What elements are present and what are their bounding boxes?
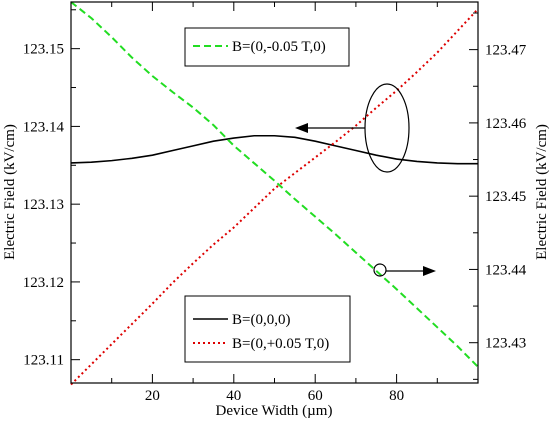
series-line-0: [70, 134, 478, 165]
legend-label-minus: B=(0,-0.05 T,0): [232, 39, 326, 55]
annotation-circle-right: [373, 263, 436, 277]
legend-top-box: [184, 27, 350, 67]
y-tick-label-left-1: 123.12: [23, 275, 64, 291]
x-tick-label-3: 80: [389, 388, 404, 404]
annotation-arrow-right-head: [423, 266, 436, 276]
y-axis-title-right: Electric Field (kV/cm): [534, 124, 550, 260]
y-axis-title-left: Electric Field (kV/cm): [2, 124, 18, 260]
y-tick-label-right-2: 123.45: [485, 189, 526, 205]
x-tick-label-0: 20: [145, 388, 160, 404]
y-tick-label-left-0: 123.11: [23, 353, 64, 369]
legend-label-zero: B=(0,0,0): [232, 312, 290, 328]
legend-top: B=(0,-0.05 T,0): [184, 27, 350, 67]
legend-bottom: B=(0,0,0) B=(0,+0.05 T,0): [184, 295, 351, 363]
series-layer: [70, 1, 479, 386]
x-axis-title: Device Width (µm): [216, 403, 333, 419]
x-tick-label-1: 40: [226, 388, 241, 404]
x-tick-label-2: 60: [308, 388, 323, 404]
annotation-ellipse-left: [295, 83, 410, 173]
y-tick-label-right-1: 123.44: [485, 262, 527, 278]
legend-bottom-box: [184, 295, 351, 363]
y-tick-label-right-0: 123.43: [485, 336, 526, 352]
y-tick-label-left-3: 123.14: [23, 119, 65, 135]
annotation-circle: [373, 263, 387, 277]
series-line-2: [70, 8, 479, 386]
y-tick-label-right-3: 123.46: [485, 116, 527, 132]
annotation-arrow-left-head: [295, 123, 308, 133]
y-tick-label-left-4: 123.15: [23, 42, 64, 58]
ticks-layer: 20 40 60 80 123.11 123.12 123.13 123.14 123.15 12…: [23, 2, 527, 404]
annotation-ellipse: [364, 83, 410, 173]
y-tick-label-right-4: 123.47: [485, 43, 527, 59]
legend-label-plus: B=(0,+0.05 T,0): [232, 336, 329, 352]
series-line-1: [70, 1, 479, 368]
y-tick-label-left-2: 123.13: [23, 197, 64, 213]
